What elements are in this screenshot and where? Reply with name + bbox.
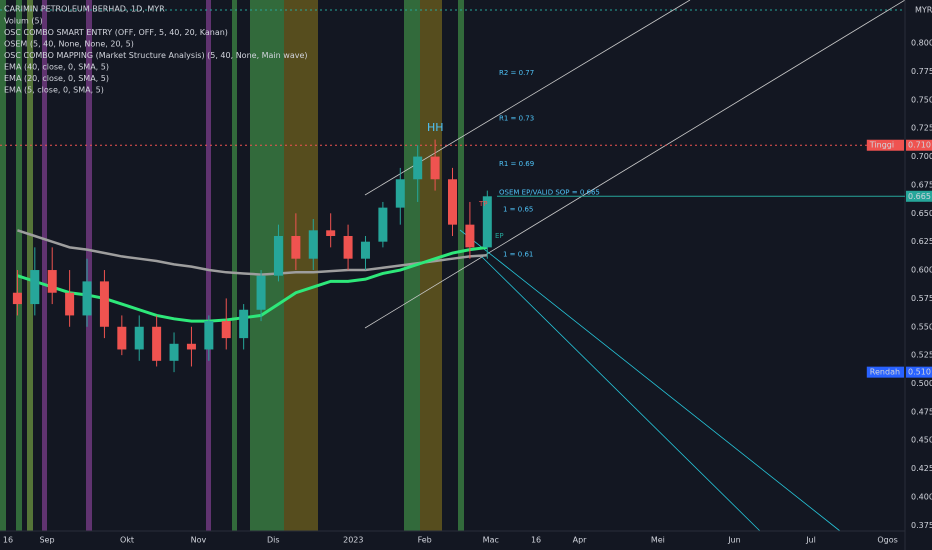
price-level-tag-bg	[866, 366, 904, 378]
price-level-label: 0.710	[908, 141, 931, 150]
y-tick-label: 0.800	[911, 39, 932, 48]
y-tick-label: 0.600	[911, 266, 932, 275]
candle-body	[117, 326, 127, 350]
y-tick-label: 0.650	[911, 209, 932, 218]
annotation: OSEM EP/VALID SOP = 0.665	[499, 188, 600, 196]
plot	[12, 139, 492, 373]
candle-body	[256, 275, 266, 310]
y-tick-label: 0.575	[911, 294, 932, 303]
x-tick-label: 16	[531, 536, 541, 545]
candle-body	[169, 343, 179, 361]
y-tick-label: 0.525	[911, 351, 932, 360]
highlight-bands	[0, 0, 464, 531]
y-tick-label: 0.550	[911, 322, 932, 331]
legend-entry: OSEM (5, 40, None, None, 20, 5)	[4, 40, 134, 49]
y-tick-label: 0.750	[911, 95, 932, 104]
marker: EP	[495, 232, 504, 240]
candle-body	[360, 241, 370, 259]
price-level-badge	[906, 139, 932, 151]
legend-entry: Volum (5)	[4, 17, 43, 26]
candle-body	[343, 236, 353, 259]
candle-body	[221, 321, 231, 339]
channel	[364, 0, 906, 532]
candle-body	[378, 207, 388, 242]
candle-body	[239, 309, 249, 339]
candle-body	[65, 292, 75, 316]
marker: TP	[478, 200, 488, 208]
marker: HH	[427, 121, 444, 134]
y-tick-label: 0.475	[911, 407, 932, 416]
candle-body	[204, 321, 214, 350]
y-tick-label: 0.375	[911, 521, 932, 530]
annotation: R1 = 0.73	[499, 115, 534, 123]
overlay-line	[17, 229, 488, 276]
legend-entry: OSC COMBO SMART ENTRY (OFF, OFF, 5, 40, …	[4, 28, 228, 37]
candle-body	[395, 179, 405, 208]
legend-entry: OSC COMBO MAPPING (Market Structure Anal…	[4, 51, 308, 60]
price-level-badge	[906, 366, 932, 378]
chart-title: CARIMIN PETROLEUM BERHAD, 1D, MYR	[4, 5, 165, 14]
x-tick-label: 2023	[343, 536, 363, 545]
candle-body	[326, 230, 336, 236]
x-tick-label: Ogos	[877, 536, 897, 545]
x-tick-label: Mei	[651, 536, 665, 545]
y-tick-label: 0.425	[911, 464, 932, 473]
x-tick-label: Nov	[191, 536, 207, 545]
price-level-tag-bg	[866, 139, 904, 151]
candle-body	[430, 156, 440, 180]
y-tick-label: 0.450	[911, 436, 932, 445]
price-level-label: 0.510	[908, 368, 931, 377]
candle-body	[413, 156, 423, 180]
x-tick-label: Feb	[418, 536, 432, 545]
y-tick-label: 0.700	[911, 152, 932, 161]
x-tick-label: Dis	[267, 536, 280, 545]
candle-body	[82, 281, 92, 316]
candle-body	[134, 326, 144, 350]
x-tick-label: Okt	[120, 536, 134, 545]
overlay-line	[16, 245, 488, 323]
y-tick-label: 0.625	[911, 237, 932, 246]
candle-body	[465, 224, 475, 248]
candle-body	[273, 236, 283, 276]
y-tick-label: 0.675	[911, 180, 932, 189]
candle-body	[99, 281, 109, 327]
y-tick-label: 0.775	[911, 67, 932, 76]
x-tick-label: Mac	[483, 536, 499, 545]
candle-body	[291, 236, 301, 259]
x-tick-label: Jul	[805, 536, 816, 545]
x-tick-label: Jun	[727, 536, 741, 545]
price-level-badge	[906, 190, 932, 202]
legend-entry: EMA (5, close, 0, SMA, 5)	[4, 86, 104, 95]
candle-body	[152, 326, 162, 361]
x-tick-label: Sep	[39, 536, 54, 545]
y-tick-label: 0.500	[911, 379, 932, 388]
y-tick-label: 0.400	[911, 492, 932, 501]
annotation: 1 = 0.61	[503, 251, 533, 259]
annotation: R2 = 0.77	[499, 69, 534, 77]
candle-body	[448, 179, 457, 225]
annotation: 1 = 0.65	[503, 205, 533, 213]
price-level-label: 0.665	[908, 192, 931, 201]
candle-body	[30, 270, 40, 305]
legend-entry: EMA (20, close, 0, SMA, 5)	[4, 74, 109, 83]
y-tick-label: 0.725	[911, 124, 932, 133]
candle-body	[308, 230, 318, 259]
legend-entry: EMA (40, close, 0, SMA, 5)	[4, 63, 109, 72]
x-tick-label: 16	[3, 536, 13, 545]
annotation: R1 = 0.69	[499, 160, 534, 168]
price-level-tag: Rendah	[870, 368, 900, 377]
candle-body	[12, 292, 22, 305]
candle-body	[482, 196, 492, 248]
x-tick-label: Apr	[573, 536, 588, 545]
price-level-tag: Tinggi	[869, 141, 894, 150]
candle-body	[47, 270, 57, 293]
currency: MYR	[915, 6, 932, 15]
candle-body	[186, 343, 196, 350]
